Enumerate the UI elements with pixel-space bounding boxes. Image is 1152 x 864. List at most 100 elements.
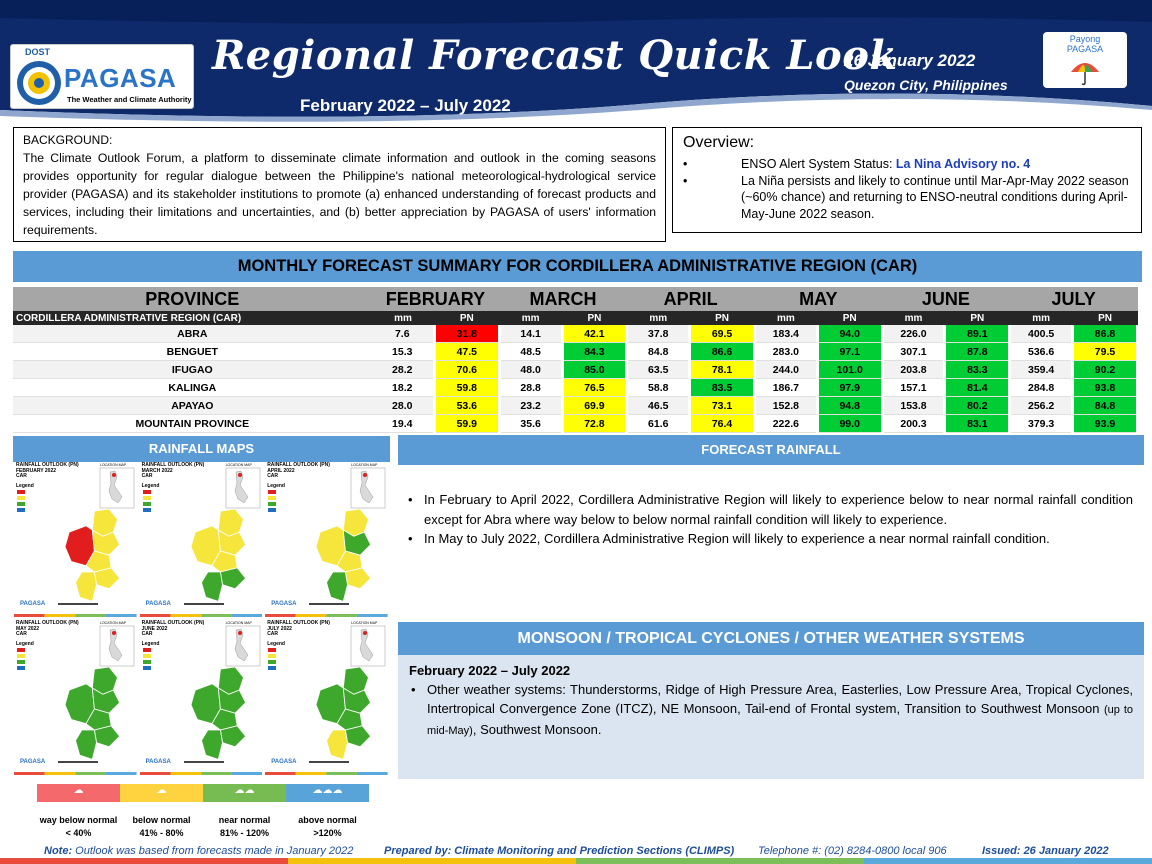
monthly-forecast-table: PROVINCE FEBRUARY MARCH APRIL MAY JUNE JULY C… — [13, 287, 1139, 433]
legend-label: above normal >120% — [278, 814, 378, 839]
percent-normal-cell: 47.5 — [432, 342, 501, 361]
percent-normal-cell: 83.1 — [943, 414, 1012, 433]
province-shape — [75, 571, 97, 602]
map-title: RAINFALL OUTLOOK (PN) — [267, 462, 330, 468]
map-pagasa-logo: PAGASA — [271, 759, 297, 765]
rainfall-mm-cell: 283.0 — [754, 342, 818, 361]
map-color-stripe — [75, 772, 106, 775]
map-title: RAINFALL OUTLOOK (PN) MAY 2022 CAR — [16, 620, 79, 638]
percent-normal-cell: 87.8 — [943, 342, 1012, 361]
philippines-location-shape — [234, 628, 248, 662]
province-map — [64, 508, 121, 602]
mm-column-header: mm — [1009, 311, 1073, 325]
scale-bar — [183, 603, 224, 605]
province-shape — [200, 729, 223, 760]
monsoon-text-main: Other weather systems: Thunderstorms, Ri… — [427, 682, 1133, 716]
province-map — [190, 666, 246, 760]
percent-normal-cell: 99.0 — [815, 414, 884, 433]
location-inset-frame — [99, 467, 135, 509]
map-legend-swatch — [17, 490, 25, 494]
legend-label: way below normal < 40% — [29, 814, 129, 839]
forecast-rainfall-banner: FORECAST RAINFALL — [398, 435, 1144, 465]
map-legend-swatch — [17, 508, 25, 512]
map-legend-swatch — [142, 648, 151, 652]
province-shape — [93, 725, 121, 748]
map-legend-swatch — [268, 654, 277, 658]
map-pagasa-logo: PAGASA — [20, 759, 46, 765]
map-month: MAY 2022 — [16, 625, 40, 632]
map-legend-swatch — [17, 496, 25, 500]
province-name: ABRA — [13, 325, 372, 343]
map-pagasa-logo: PAGASA — [20, 601, 46, 607]
map-color-stripe — [326, 772, 358, 775]
map-color-stripe — [14, 772, 45, 775]
map-color-stripe — [295, 614, 327, 617]
rainfall-mm-cell: 19.4 — [371, 414, 435, 433]
map-legend-swatch — [17, 648, 25, 652]
rainfall-mm-cell: 203.8 — [882, 360, 945, 379]
location-inset-frame — [225, 625, 260, 667]
location-map-label: LOCATION MAP — [100, 621, 127, 625]
rainfall-mm-cell: 58.8 — [626, 378, 690, 397]
issue-date: 26 January 2022 — [844, 51, 976, 70]
overview-enso-bullet: ENSO Alert System Status: La Nina Adviso… — [683, 156, 1131, 173]
percent-normal-cell: 97.1 — [815, 342, 884, 361]
map-color-stripe — [105, 772, 137, 775]
payong-line2: PAGASA — [1066, 44, 1104, 54]
rainfall-mm-cell: 48.5 — [499, 342, 563, 361]
province-name: MOUNTAIN PROVINCE — [13, 414, 372, 433]
month-header: MARCH — [499, 287, 627, 311]
percent-normal-cell: 81.4 — [943, 378, 1012, 397]
map-color-stripe — [295, 772, 327, 775]
pn-column-header: PN — [562, 311, 627, 325]
philippines-location-shape — [108, 628, 123, 662]
month-header: MAY — [754, 287, 883, 311]
map-legend-swatch — [142, 654, 151, 658]
rainfall-mm-cell: 359.4 — [1009, 360, 1073, 379]
province-shape — [326, 729, 349, 760]
pn-column-header: PN — [689, 311, 755, 325]
map-color-stripe — [200, 772, 232, 775]
legend-label: near normal 81% - 120% — [195, 814, 295, 839]
percent-normal-cell: 90.2 — [1071, 360, 1139, 379]
rainfall-mm-cell: 61.6 — [626, 414, 690, 433]
percent-normal-cell: 85.0 — [560, 360, 629, 379]
percent-normal-cell: 70.6 — [432, 360, 501, 379]
header-banner — [0, 0, 1152, 122]
rainfall-mm-cell: 46.5 — [626, 396, 690, 415]
province-shape — [75, 729, 97, 760]
location-map-label: LOCATION MAP — [100, 463, 127, 467]
legend-swatch: ☁ — [37, 784, 120, 802]
map-title: RAINFALL OUTLOOK (PN) JULY 2022 CAR — [267, 620, 330, 638]
rainfall-maps-grid: RAINFALL OUTLOOK (PN) FEBRUARY 2022 CAR Leg… — [13, 462, 390, 782]
table-row: BENGUET 15.3 47.5 48.5 84.3 84.8 86.6 283.0 97.1… — [13, 342, 1139, 361]
location-map-label: LOCATION MAP — [225, 463, 252, 467]
table-header-row: PROVINCE FEBRUARY MARCH APRIL MAY JUNE JULY — [13, 287, 1138, 311]
map-month: FEBRUARY 2022 — [16, 467, 57, 474]
rainfall-mm-cell: 15.3 — [371, 342, 435, 361]
overview-heading: Overview: — [683, 134, 755, 151]
map-legend-swatch — [268, 490, 277, 494]
percent-normal-cell: 89.1 — [943, 325, 1012, 343]
map-legend-swatch — [268, 648, 277, 652]
location-inset-frame — [99, 625, 135, 667]
rainfall-mm-cell: 28.8 — [499, 378, 563, 397]
map-legend-title: Legend — [16, 483, 34, 489]
map-legend-swatch — [142, 502, 151, 506]
forecast-bullet-1: In February to April 2022, Cordillera Ad… — [406, 490, 1133, 529]
province-shape — [219, 567, 246, 590]
month-header: APRIL — [626, 287, 755, 311]
enso-value: La Nina Advisory no. 4 — [895, 157, 1031, 171]
map-month: MARCH 2022 — [141, 467, 173, 474]
map-legend-swatch — [17, 502, 25, 506]
footer-prepared: Prepared by: Climate Monitoring and Pred… — [384, 845, 735, 857]
map-title: RAINFALL OUTLOOK (PN) — [16, 462, 79, 468]
scale-bar — [183, 761, 224, 763]
issue-place: Quezon City, Philippines — [844, 77, 1008, 93]
location-inset-frame — [350, 625, 386, 667]
map-graphic — [14, 625, 137, 775]
region-label: CORDILLERA ADMINISTRATIVE REGION (CAR) — [13, 311, 372, 325]
location-inset-frame — [350, 467, 386, 509]
footer-issued: Issued: 26 January 2022 — [982, 845, 1109, 857]
rainfall-mm-cell: 48.0 — [499, 360, 563, 379]
